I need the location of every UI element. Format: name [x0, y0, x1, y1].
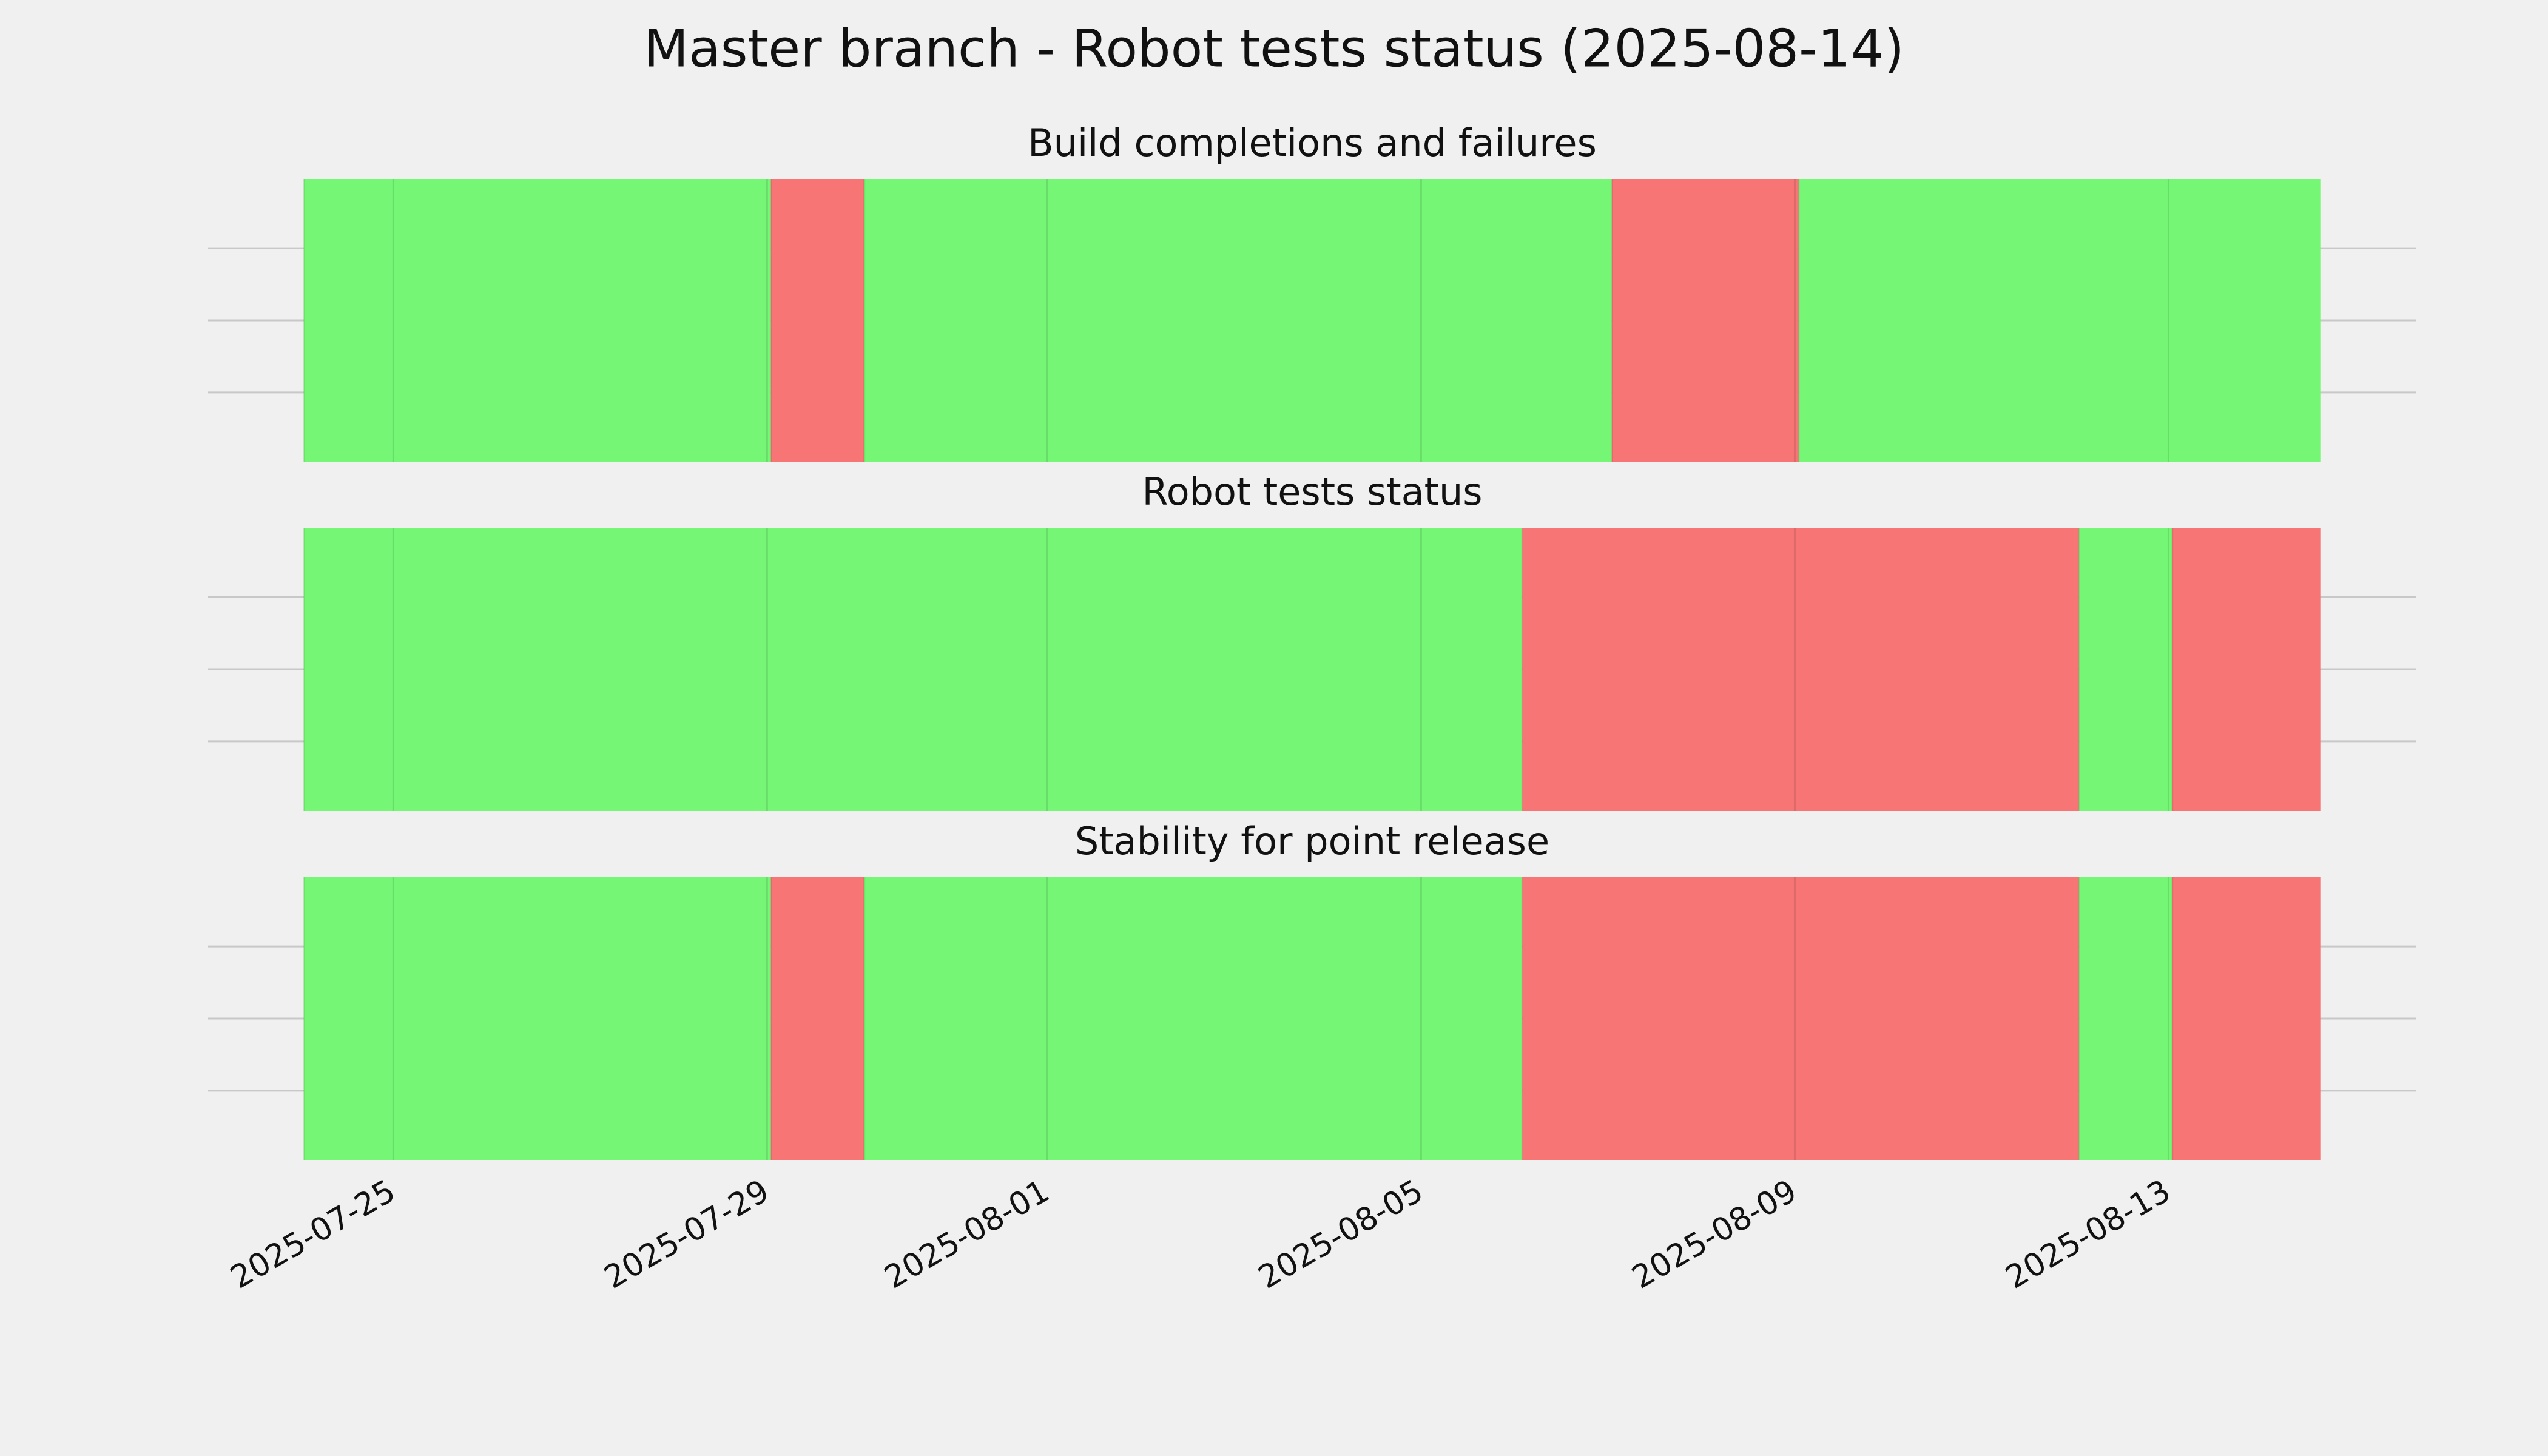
x-tick-label: 2025-08-13 — [2000, 1173, 2177, 1296]
status-span — [770, 179, 864, 462]
status-span — [1611, 179, 1799, 462]
subplot-title: Stability for point release — [1075, 819, 1549, 863]
status-span — [1798, 179, 2320, 462]
x-tick-label: 2025-08-09 — [1626, 1173, 1803, 1296]
chart-title: Master branch - Robot tests status (2025… — [644, 18, 1904, 79]
status-span — [2078, 877, 2172, 1160]
x-tick-label: 2025-08-05 — [1252, 1173, 1429, 1296]
status-span — [2078, 528, 2172, 811]
status-span — [2172, 877, 2320, 1160]
status-span — [303, 179, 771, 462]
subplot-title: Build completions and failures — [1028, 121, 1597, 165]
status-span — [303, 528, 1523, 811]
x-tick-label: 2025-07-29 — [598, 1173, 775, 1296]
subplot-title: Robot tests status — [1142, 470, 1482, 514]
status-span — [2172, 528, 2320, 811]
status-span — [1522, 528, 2079, 811]
status-span — [303, 877, 771, 1160]
x-tick-label: 2025-07-25 — [224, 1173, 402, 1296]
status-span — [770, 877, 864, 1160]
status-span — [864, 877, 1523, 1160]
x-tick-label: 2025-08-01 — [878, 1173, 1056, 1296]
status-span — [1522, 877, 2079, 1160]
status-span — [864, 179, 1612, 462]
